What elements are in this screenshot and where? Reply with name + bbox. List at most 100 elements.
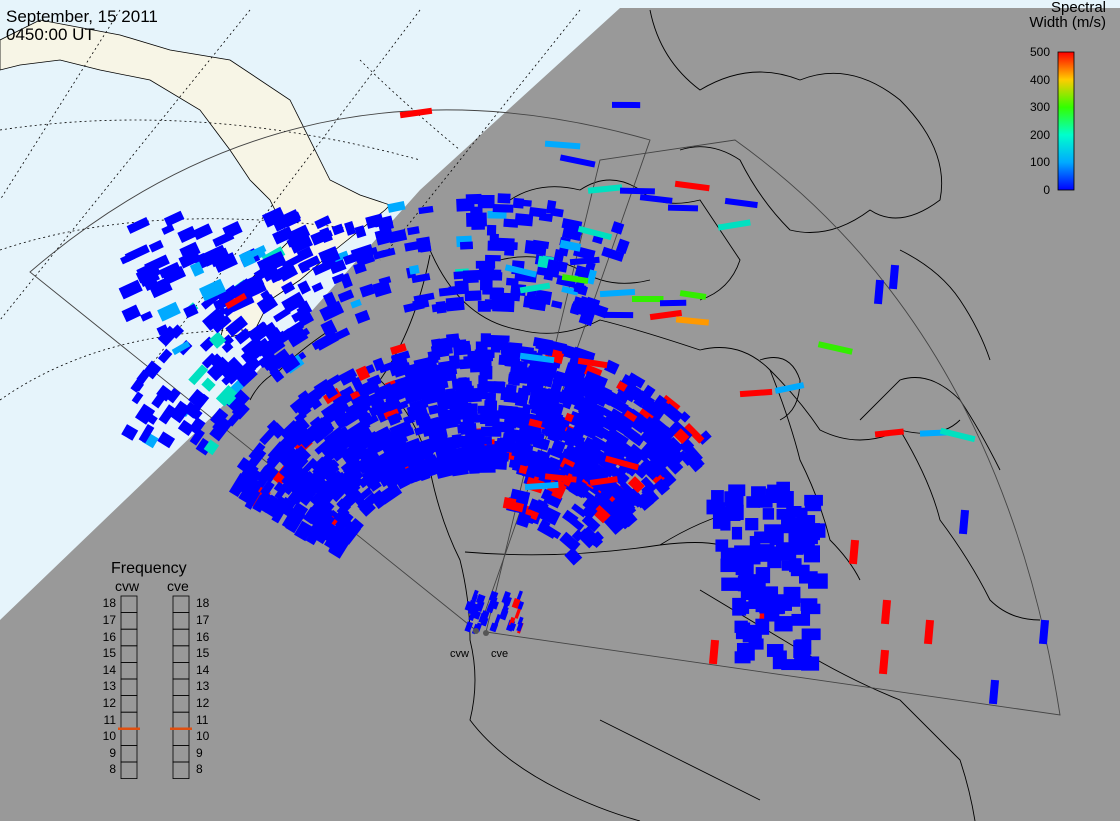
scatter-cell	[570, 412, 596, 433]
scatter-cell	[519, 352, 555, 364]
scatter-cell	[278, 445, 298, 464]
scatter-cell	[589, 476, 618, 486]
radar-scatter	[118, 101, 1050, 705]
scatter-cell	[291, 310, 305, 323]
scatter-cell	[492, 204, 514, 213]
scatter-cell	[350, 427, 373, 446]
scatter-cell	[183, 401, 201, 419]
scatter-cell	[848, 539, 860, 565]
scatter-cell	[401, 386, 420, 399]
scatter-cell	[513, 449, 529, 464]
scatter-cell	[286, 320, 305, 337]
scatter-cell	[591, 504, 611, 524]
scatter-cell	[540, 488, 553, 502]
scatter-cell	[390, 343, 407, 355]
scatter-cell	[408, 264, 420, 275]
scatter-cell	[311, 282, 324, 293]
scatter-cell	[316, 461, 336, 481]
scatter-cell	[134, 403, 156, 425]
scatter-cell	[392, 469, 410, 485]
scatter-cell	[377, 482, 403, 505]
scatter-cell	[880, 599, 892, 625]
scatter-cell	[389, 420, 415, 442]
scatter-cell	[587, 184, 623, 194]
scatter-cell	[438, 359, 459, 369]
scatter-cell	[708, 639, 720, 665]
scatter-cell	[727, 498, 740, 514]
scatter-cell	[212, 315, 232, 334]
radar-site-label-cve: cve	[491, 648, 509, 660]
scatter-cell	[144, 254, 170, 274]
scatter-cell	[361, 376, 382, 391]
scatter-cell	[381, 459, 408, 483]
scatter-cell	[345, 444, 362, 462]
scatter-cell	[793, 640, 811, 658]
scatter-cell	[477, 194, 495, 209]
scatter-cell	[318, 246, 341, 266]
scatter-cell	[754, 531, 774, 544]
frequency-tick-label: 15	[196, 646, 210, 661]
scatter-cell	[571, 423, 587, 438]
scatter-cell	[549, 378, 564, 395]
scatter-cell	[598, 481, 614, 497]
scatter-cell	[550, 207, 564, 218]
scatter-cell	[413, 292, 435, 303]
time-label: 0450:00 UT	[6, 25, 95, 44]
scatter-cell	[233, 360, 257, 384]
scatter-cell	[131, 391, 144, 405]
scatter-cell	[479, 342, 488, 351]
scatter-cell	[457, 423, 477, 434]
scatter-cell	[640, 476, 657, 493]
scatter-cell	[486, 224, 497, 236]
scatter-cell	[359, 487, 373, 501]
scatter-cell	[266, 445, 289, 469]
scatter-cell	[749, 535, 761, 554]
scatter-cell	[349, 390, 361, 400]
scatter-cell	[269, 367, 285, 383]
scatter-cell	[631, 295, 664, 303]
scatter-cell	[296, 246, 314, 262]
scatter-cell	[679, 290, 707, 300]
frequency-tick-label: 12	[196, 695, 210, 710]
scatter-cell	[479, 277, 493, 291]
scatter-cell	[359, 500, 376, 517]
scatter-cell	[279, 456, 303, 481]
scatter-cell	[746, 496, 761, 508]
frequency-tick-label: 12	[102, 695, 116, 710]
scatter-cell	[189, 261, 205, 277]
scatter-cell	[734, 545, 751, 559]
scatter-cell	[157, 431, 176, 449]
frequency-tick-label: 18	[102, 596, 116, 611]
scatter-cell	[328, 435, 340, 446]
scatter-cell	[720, 558, 740, 573]
scatter-cell	[221, 341, 234, 353]
scatter-cell	[527, 498, 549, 516]
scatter-cell	[485, 254, 501, 262]
scatter-cell	[390, 412, 403, 424]
scatter-cell	[546, 259, 568, 273]
scatter-cell	[222, 334, 234, 347]
scatter-cell	[463, 391, 482, 403]
colorbar-tick-label: 200	[1029, 127, 1050, 142]
scatter-cell	[748, 553, 761, 565]
scatter-cell	[731, 488, 743, 501]
scatter-cell	[417, 357, 433, 368]
scatter-cell	[503, 218, 519, 228]
scatter-cell	[239, 273, 265, 294]
scatter-cell	[626, 372, 646, 389]
scatter-cell	[635, 416, 650, 430]
scatter-cell	[578, 405, 598, 421]
scatter-cell	[564, 547, 583, 566]
scatter-cell	[624, 493, 638, 507]
scatter-cell	[939, 427, 976, 443]
scatter-cell	[403, 427, 415, 438]
scatter-cell	[808, 523, 826, 538]
scatter-cell	[785, 595, 801, 607]
scatter-cell	[514, 607, 522, 619]
colorbar	[1057, 51, 1075, 191]
scatter-cell	[525, 463, 550, 480]
scatter-cell	[519, 368, 537, 382]
scatter-cell	[234, 328, 252, 345]
scatter-cell	[391, 350, 411, 363]
scatter-cell	[808, 629, 821, 641]
